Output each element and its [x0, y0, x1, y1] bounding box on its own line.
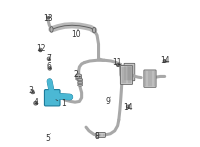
FancyBboxPatch shape	[96, 133, 105, 137]
FancyBboxPatch shape	[120, 66, 133, 84]
Text: 14: 14	[160, 56, 170, 65]
Ellipse shape	[78, 80, 83, 82]
Text: 7: 7	[46, 54, 51, 63]
FancyBboxPatch shape	[144, 70, 156, 87]
Text: 4: 4	[34, 98, 38, 107]
Ellipse shape	[78, 78, 83, 80]
Ellipse shape	[50, 27, 53, 32]
Text: 5: 5	[45, 134, 50, 143]
Ellipse shape	[93, 27, 96, 33]
Text: 2: 2	[73, 70, 78, 80]
Ellipse shape	[76, 77, 82, 80]
Text: 3: 3	[29, 86, 34, 95]
Text: 13: 13	[43, 14, 53, 23]
FancyBboxPatch shape	[124, 63, 135, 81]
Text: 8: 8	[94, 132, 99, 141]
Ellipse shape	[78, 83, 83, 85]
Text: 12: 12	[36, 44, 45, 53]
Text: 1: 1	[62, 99, 66, 108]
Ellipse shape	[76, 76, 82, 79]
Text: 9: 9	[105, 97, 110, 106]
Ellipse shape	[76, 74, 82, 77]
FancyBboxPatch shape	[44, 90, 60, 106]
Text: 14: 14	[123, 102, 132, 112]
Text: 6: 6	[47, 62, 52, 71]
Ellipse shape	[78, 81, 83, 83]
Text: 10: 10	[71, 30, 81, 40]
Ellipse shape	[78, 84, 83, 86]
Text: 11: 11	[113, 58, 122, 67]
